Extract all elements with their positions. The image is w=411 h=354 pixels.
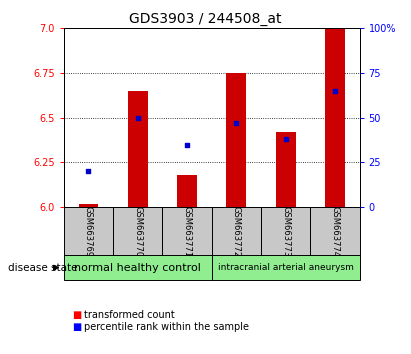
Point xyxy=(282,136,289,142)
Bar xyxy=(226,73,246,207)
Text: GSM663773: GSM663773 xyxy=(281,206,290,257)
Bar xyxy=(276,132,296,207)
Point xyxy=(184,142,190,147)
Text: normal healthy control: normal healthy control xyxy=(74,263,201,273)
Bar xyxy=(128,91,148,207)
Bar xyxy=(310,207,360,256)
Bar xyxy=(325,28,345,207)
Point xyxy=(134,115,141,121)
Text: percentile rank within the sample: percentile rank within the sample xyxy=(84,322,249,332)
Bar xyxy=(64,255,212,280)
Point xyxy=(233,120,240,126)
Bar xyxy=(212,255,360,280)
Text: disease state: disease state xyxy=(8,263,78,273)
Text: intracranial arterial aneurysm: intracranial arterial aneurysm xyxy=(218,263,353,272)
Text: GSM663771: GSM663771 xyxy=(182,206,192,257)
Bar xyxy=(79,204,98,207)
Bar xyxy=(212,207,261,256)
Text: GSM663772: GSM663772 xyxy=(232,206,241,257)
Point xyxy=(332,88,338,94)
Text: GDS3903 / 244508_at: GDS3903 / 244508_at xyxy=(129,12,282,27)
Text: GSM663774: GSM663774 xyxy=(330,206,339,257)
Text: ■: ■ xyxy=(72,310,81,320)
Text: transformed count: transformed count xyxy=(84,310,175,320)
Bar xyxy=(113,207,162,256)
Point xyxy=(85,169,92,174)
Text: ■: ■ xyxy=(72,322,81,332)
Bar xyxy=(177,175,197,207)
Bar xyxy=(64,207,113,256)
Text: GSM663770: GSM663770 xyxy=(133,206,142,257)
Bar xyxy=(162,207,212,256)
Bar xyxy=(261,207,310,256)
Text: GSM663769: GSM663769 xyxy=(84,206,93,257)
